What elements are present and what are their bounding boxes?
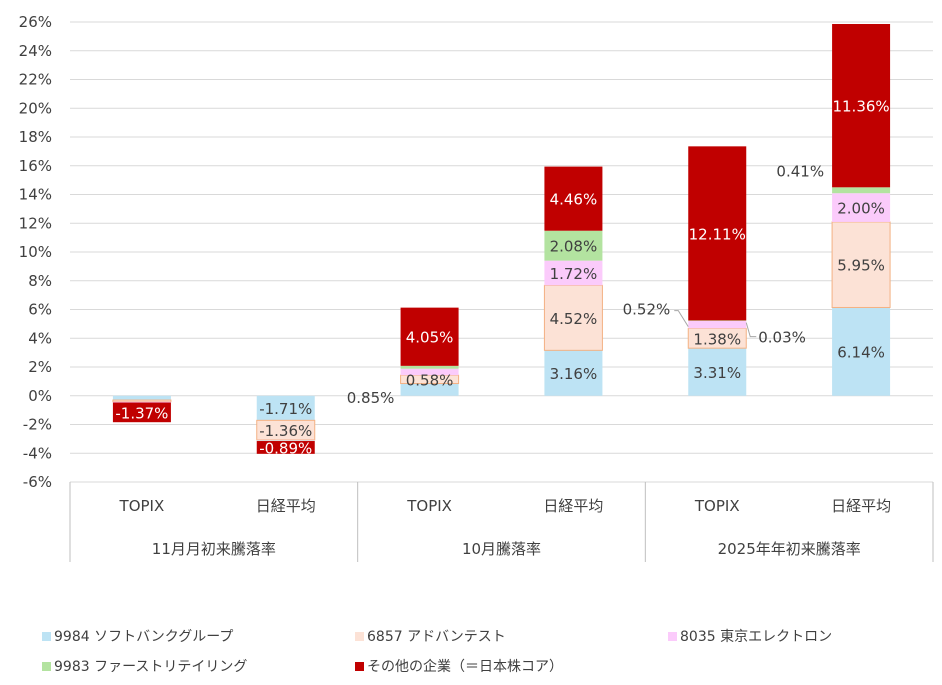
category-label: TOPIX <box>694 497 740 515</box>
bar-segment <box>400 383 459 396</box>
bar-segment <box>112 402 171 423</box>
y-tick-label: -6% <box>23 473 52 491</box>
legend-label: その他の企業（＝日本株コア） <box>367 659 563 675</box>
y-tick-label: 4% <box>28 329 52 347</box>
y-tick-label: 2% <box>28 358 52 376</box>
category-label: 日経平均 <box>256 497 316 515</box>
bar-segment <box>832 307 891 396</box>
bar-segment <box>688 146 747 321</box>
bar-segment <box>256 441 315 454</box>
legend-item-softbank: 9984 ソフトバンクグループ <box>42 626 233 646</box>
legend-label: 6857 アドバンテスト <box>367 629 506 645</box>
y-tick-label: 8% <box>28 272 52 290</box>
category-label: 日経平均 <box>543 497 603 515</box>
y-tick-label: 26% <box>19 13 52 31</box>
bar-segment <box>544 230 603 261</box>
bar-segment <box>832 24 891 188</box>
bar-segment <box>400 365 459 369</box>
legend-item-tokyo-electron: 8035 東京エレクトロン <box>668 626 832 646</box>
data-label: -0.89% <box>259 439 312 457</box>
data-label: 0.52% <box>623 301 671 319</box>
data-label: 0.58% <box>406 371 454 389</box>
data-label: 4.52% <box>550 310 598 328</box>
y-tick-label: 0% <box>28 387 52 405</box>
bar-segment <box>256 439 315 441</box>
group-label: 11月月初来騰落率 <box>152 540 276 558</box>
bar-segment <box>112 395 171 401</box>
bar-segment <box>256 395 315 421</box>
group-label: 2025年年初来騰落率 <box>718 540 861 558</box>
leader-line <box>745 322 757 338</box>
legend-item-advantest: 6857 アドバンテスト <box>355 626 506 646</box>
data-label: 0.85% <box>347 389 395 407</box>
category-label: 日経平均 <box>831 497 891 515</box>
bar-segment <box>400 368 459 376</box>
y-tick-label: -2% <box>23 416 52 434</box>
data-label: 6.14% <box>837 344 885 362</box>
group-label: 10月騰落率 <box>462 540 541 558</box>
data-label: 2.08% <box>550 238 598 256</box>
data-label: 12.11% <box>689 225 746 243</box>
data-label: 0.41% <box>776 162 824 180</box>
legend-swatch <box>355 631 364 641</box>
data-label: 4.46% <box>550 191 598 209</box>
y-tick-label: 24% <box>19 42 52 60</box>
bar-segment <box>831 221 891 308</box>
data-label: -1.71% <box>259 400 312 418</box>
y-tick-label: 18% <box>19 128 52 146</box>
y-tick-label: 16% <box>19 157 52 175</box>
legend-swatch <box>668 631 677 641</box>
category-label: TOPIX <box>406 497 452 515</box>
bar-segment <box>256 419 316 441</box>
y-tick-label: 6% <box>28 301 52 319</box>
bar-segment <box>256 440 315 442</box>
legend-swatch <box>355 661 364 671</box>
data-label: 0.03% <box>758 329 806 347</box>
data-label: 5.95% <box>837 257 885 275</box>
data-label: 1.72% <box>550 265 598 283</box>
legend-swatch <box>42 631 51 641</box>
y-tick-label: -4% <box>23 444 52 462</box>
bar-segment <box>544 260 603 286</box>
data-label: 1.38% <box>693 330 741 348</box>
data-label: 3.16% <box>550 365 598 383</box>
bar-segment <box>832 187 891 194</box>
legend-label: 9984 ソフトバンクグループ <box>54 629 234 645</box>
bar-segment <box>112 401 171 403</box>
data-label: -1.37% <box>115 404 168 422</box>
bar-segment <box>688 320 747 321</box>
bar-segment <box>400 307 459 366</box>
data-label: -1.36% <box>259 422 312 440</box>
data-label: 4.05% <box>406 329 454 347</box>
y-tick-label: 14% <box>19 186 52 204</box>
bar-segment <box>543 284 603 351</box>
leader-line <box>674 310 689 327</box>
data-label: 3.31% <box>693 364 741 382</box>
y-tick-label: 22% <box>19 71 52 89</box>
bar-segment <box>544 350 603 396</box>
y-tick-label: 12% <box>19 214 52 232</box>
y-tick-label: 20% <box>19 99 52 117</box>
legend-label: 9983 ファーストリテイリング <box>54 659 248 675</box>
bar-segment <box>688 320 747 329</box>
bar-segment <box>832 193 891 222</box>
legend-item-other: その他の企業（＝日本株コア） <box>355 656 563 676</box>
y-tick-label: 10% <box>19 243 52 261</box>
bar-segment <box>544 166 603 231</box>
data-label: 11.36% <box>832 98 889 116</box>
legend-swatch <box>42 661 51 671</box>
legend-item-fast-retailing: 9983 ファーストリテイリング <box>42 656 247 676</box>
legend-label: 8035 東京エレクトロン <box>680 629 833 645</box>
bar-segment <box>112 399 172 403</box>
bar-segment <box>688 348 747 396</box>
category-label: TOPIX <box>119 497 165 515</box>
data-label: 2.00% <box>837 200 885 218</box>
